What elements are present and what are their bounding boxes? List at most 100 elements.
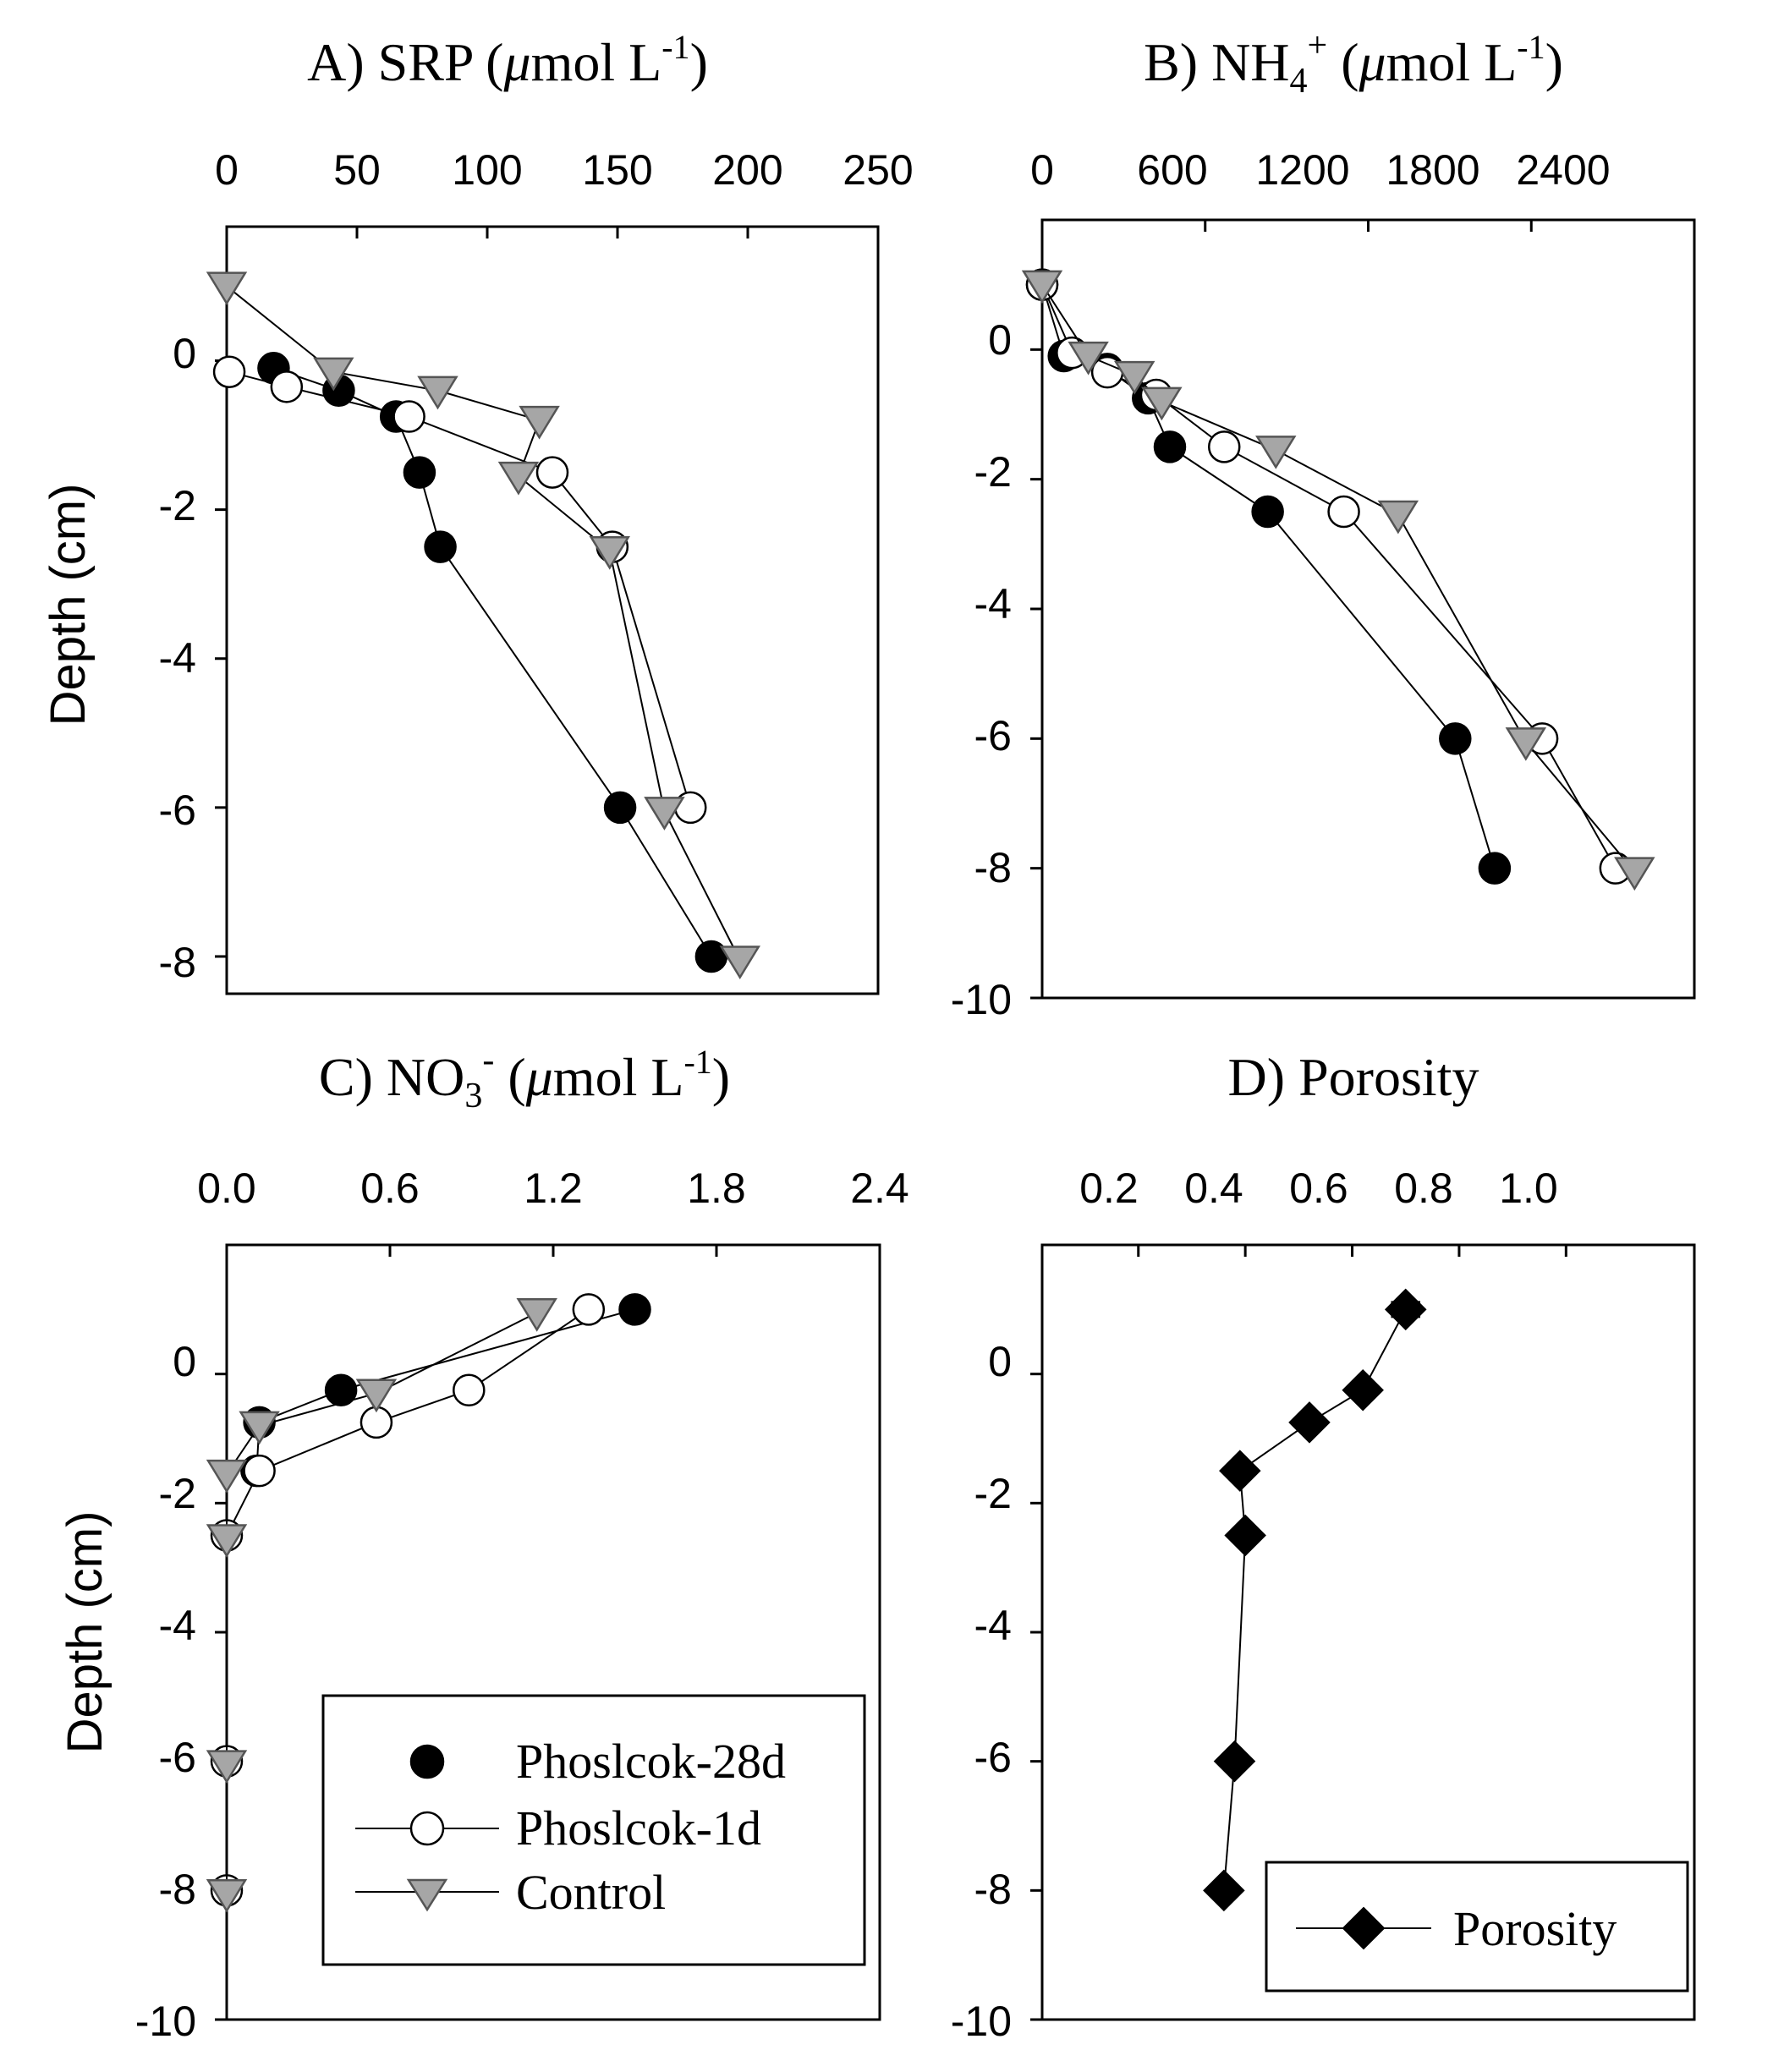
panel-c-title-prefix: C) NO	[319, 1047, 464, 1107]
panel-d-ytick-label: -4	[974, 1602, 1012, 1649]
panel-c-title-mu: μ	[525, 1047, 553, 1107]
legend-marker-control	[406, 1878, 448, 1912]
legend-label-control: Control	[516, 1865, 666, 1920]
panel-d-point-porosity	[1203, 1869, 1245, 1912]
panel-a-xtick-label: 250	[843, 146, 913, 194]
panel-b-title-mid: (	[1327, 32, 1359, 92]
panel-b-ytick-label: -10	[951, 976, 1012, 1023]
panel-d-point-porosity	[1213, 1740, 1256, 1783]
panel-a-point-ctrl	[313, 357, 354, 392]
panel-a-point-ctrl	[519, 405, 560, 440]
panel-a-ytick-label: -4	[159, 634, 196, 682]
panel-d: D) Porosity 0.2 0.4 0.6 0.8 1.0 0 -2 -4 …	[951, 1047, 1696, 2045]
panel-b-xtick-label: 600	[1137, 146, 1207, 194]
panel-d-ytick-label: -2	[974, 1470, 1012, 1517]
legend: Phoslcok-28d Phoslcok-1d Control	[321, 1694, 866, 1966]
panel-b-xtick-label: 0	[1030, 146, 1054, 194]
panel-a-title: A) SRP (μmol L-1)	[307, 28, 708, 92]
panel-a-plot-area	[206, 225, 880, 995]
panel-c-title-sup: -	[482, 1041, 494, 1080]
panel-b-xtick-label: 1200	[1255, 146, 1349, 194]
panel-a-point-p1	[535, 456, 569, 489]
panel-a-point-ctrl	[206, 271, 248, 306]
panel-c-point-ctrl	[206, 1879, 248, 1913]
panel-a-xtick-label: 150	[582, 146, 652, 194]
panel-d-title-prefix: D) Porosity	[1228, 1047, 1479, 1107]
panel-c-title-sup2: -1	[683, 1043, 711, 1081]
panel-b-xtick-label: 2400	[1516, 146, 1610, 194]
panel-a-xtick-label: 200	[712, 146, 782, 194]
panel-b-point-ctrl	[1068, 341, 1109, 375]
panel-a-xtick-label: 0	[215, 146, 239, 194]
panel-b-ytick-label: 0	[988, 316, 1012, 364]
panel-b-title-sup2: -1	[1517, 28, 1545, 66]
panel-d-point-porosity	[1219, 1450, 1261, 1492]
panel-d-ytick-label: 0	[988, 1338, 1012, 1385]
panel-b-title-unit: mol L	[1386, 32, 1518, 92]
panel-b-title-sub: 4	[1290, 62, 1308, 101]
panel-c-ytick-label: -10	[135, 1998, 196, 2045]
panel-a-point-ctrl	[497, 461, 540, 496]
panel-c-ytick-label: -6	[159, 1734, 196, 1781]
panel-a-point-ctrl	[644, 797, 685, 830]
panel-d-point-porosity	[1342, 1368, 1384, 1411]
panel-c-y-axis-label: Depth (cm)	[58, 1511, 113, 1754]
panel-c-xtick-label: 0.0	[197, 1165, 256, 1212]
panel-a-series-line-p1	[228, 370, 692, 809]
panel-a-point-p1	[392, 400, 425, 433]
legend-entry-phoslcok-1d: Phoslcok-1d	[355, 1801, 761, 1855]
panel-b-point-ctrl	[1113, 360, 1155, 395]
panel-a-xtick-label: 50	[333, 146, 381, 194]
panel-c-title-unit: mol L	[553, 1047, 684, 1107]
panel-d-xtick-label: 0.8	[1394, 1165, 1453, 1212]
panel-d-point-porosity	[1224, 1514, 1266, 1557]
panel-b-point-p28	[1251, 495, 1284, 529]
panel-c-point-p1	[572, 1293, 606, 1326]
legend-label-phoslcok-1d: Phoslcok-1d	[516, 1801, 761, 1855]
panel-c-ytick-label: -2	[159, 1470, 196, 1517]
panel-b-point-ctrl	[1505, 727, 1547, 761]
panel-a-point-p1	[212, 355, 246, 388]
panel-c-point-p1	[243, 1454, 276, 1488]
panel-a-point-ctrl	[589, 535, 630, 570]
panel-c-title-suffix: )	[712, 1047, 730, 1107]
panel-b-point-ctrl	[1255, 436, 1297, 469]
panel-d-xtick-label: 0.4	[1184, 1165, 1243, 1212]
panel-c-xtick-label: 1.2	[524, 1165, 583, 1212]
panel-a-ytick-label: 0	[173, 330, 196, 377]
panel-a-point-p1	[270, 370, 304, 403]
panel-a-title-mu: μ	[502, 32, 530, 92]
panel-b-ytick-label: -4	[974, 580, 1012, 628]
panel-c-series-line-p28	[255, 1308, 635, 1472]
panel-b-point-p28	[1153, 430, 1187, 463]
panel-c-ytick-label: -4	[159, 1602, 196, 1649]
panel-c-xtick-label: 1.8	[687, 1165, 746, 1212]
panel-b-point-ctrl	[1021, 270, 1063, 304]
panel-d-plot-area	[1030, 1243, 1696, 2021]
panel-c-xtick-label: 2.4	[850, 1165, 909, 1212]
panel-a-y-axis-label: Depth (cm)	[41, 484, 96, 726]
panel-b-ytick-label: -2	[974, 448, 1012, 496]
porosity-legend: Porosity	[1265, 1861, 1689, 1993]
panel-a-ytick-label: -6	[159, 787, 196, 834]
panel-a-frame	[225, 225, 880, 995]
panel-b-point-p28	[1478, 852, 1512, 885]
panel-b-ytick-label: -6	[974, 712, 1012, 759]
panel-c-point-p28	[618, 1293, 651, 1326]
panel-d-xtick-label: 0.2	[1079, 1165, 1139, 1212]
panel-b-point-p1	[1207, 430, 1241, 463]
panel-b-point-ctrl	[1614, 857, 1655, 891]
panel-b-title-sup: +	[1308, 26, 1328, 65]
panel-b-point-p1	[1327, 495, 1360, 529]
panel-a-title-prefix: A) SRP (	[307, 32, 503, 92]
panel-a-xtick-label: 100	[452, 146, 522, 194]
panel-b-xtick-label: 1800	[1386, 146, 1479, 194]
panel-c-point-ctrl	[206, 1750, 248, 1784]
panel-a-point-p28	[603, 791, 637, 825]
panel-b-title-suffix: )	[1545, 32, 1563, 92]
panel-b-point-p28	[1439, 722, 1472, 755]
panel-c-point-ctrl	[516, 1298, 557, 1332]
panel-a-series-line-ctrl	[226, 285, 741, 961]
panel-c-title-mid: (	[494, 1047, 525, 1107]
